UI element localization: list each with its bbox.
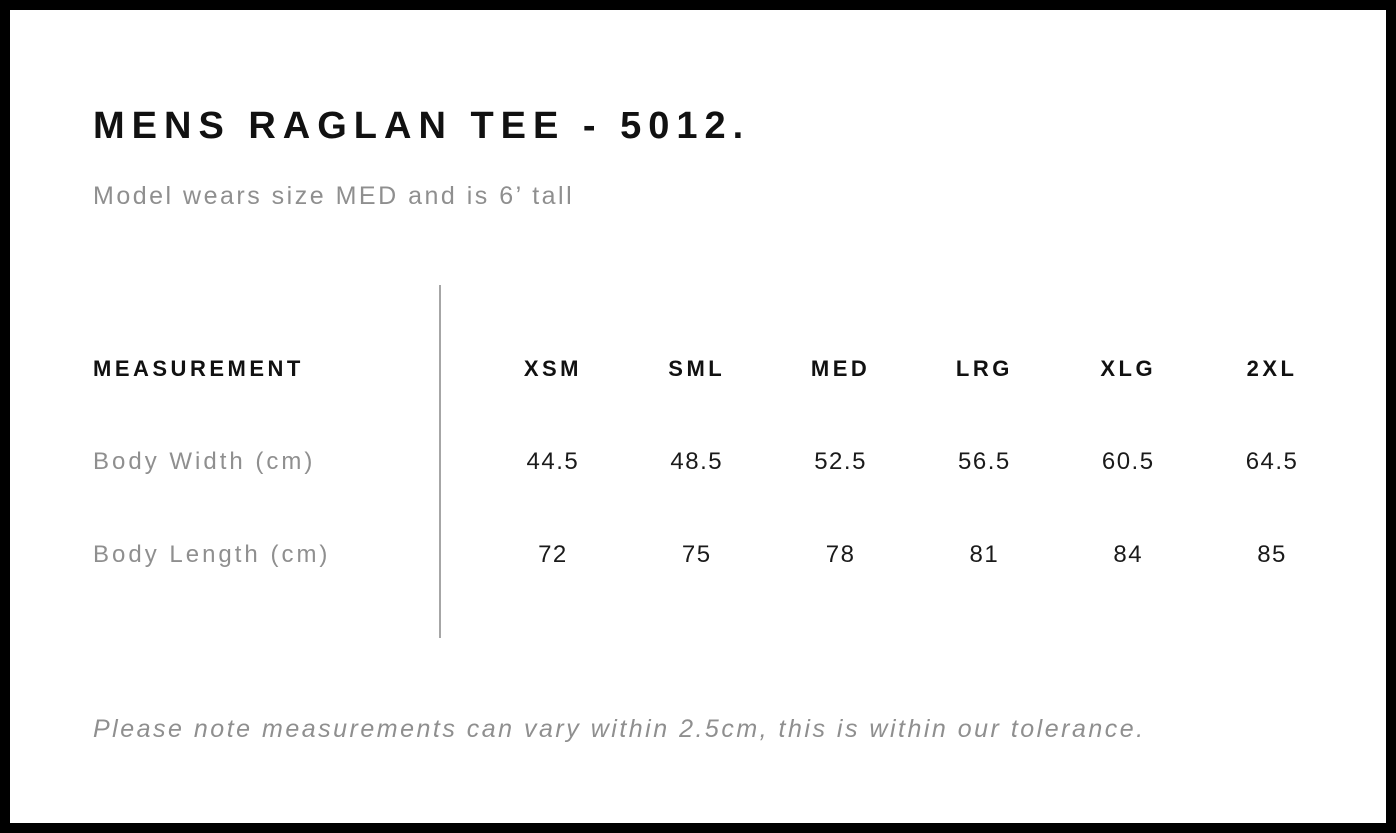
table-divider-line: [439, 285, 441, 638]
body-width-sml-value: 48.5: [670, 448, 724, 476]
page-title: MENS RAGLAN TEE - 5012.: [93, 105, 751, 147]
body-length-xsm-value: 72: [538, 541, 568, 569]
column-header-xlg: XLG: [1100, 356, 1157, 382]
row-label-body-length: Body Length (cm): [93, 541, 331, 569]
size-chart-table: MEASUREMENT XSM SML MED LRG XLG 2XL Body…: [93, 323, 1344, 602]
row-label-body-width: Body Width (cm): [93, 448, 316, 476]
body-width-2xl-value: 64.5: [1245, 448, 1299, 476]
column-header-xsm: XSM: [523, 356, 582, 382]
body-length-lrg-value: 81: [969, 541, 1000, 569]
column-header-measurement: MEASUREMENT: [93, 356, 304, 382]
body-length-2xl-value: 85: [1257, 541, 1287, 569]
column-header-2xl: 2XL: [1246, 356, 1298, 382]
column-header-lrg: LRG: [955, 356, 1013, 382]
body-length-sml-value: 75: [681, 541, 712, 569]
size-chart-header-row: MEASUREMENT XSM SML MED LRG XLG 2XL: [93, 323, 1344, 416]
column-header-med: MED: [810, 356, 871, 382]
tolerance-note: Please note measurements can vary within…: [93, 714, 1146, 743]
body-width-med-value: 52.5: [814, 448, 867, 476]
column-header-sml: SML: [668, 356, 726, 382]
table-row-body-width: Body Width (cm) 44.5 48.5 52.5 56.5 60.5…: [93, 416, 1344, 509]
body-width-lrg-value: 56.5: [958, 448, 1011, 476]
body-length-xlg-value: 84: [1113, 541, 1144, 569]
body-width-xsm-value: 44.5: [526, 448, 580, 476]
model-size-note: Model wears size MED and is 6’ tall: [93, 181, 575, 210]
body-width-xlg-value: 60.5: [1101, 448, 1155, 476]
table-row-body-length: Body Length (cm) 72 75 78 81 84 85: [93, 509, 1344, 602]
body-length-med-value: 78: [825, 541, 856, 569]
